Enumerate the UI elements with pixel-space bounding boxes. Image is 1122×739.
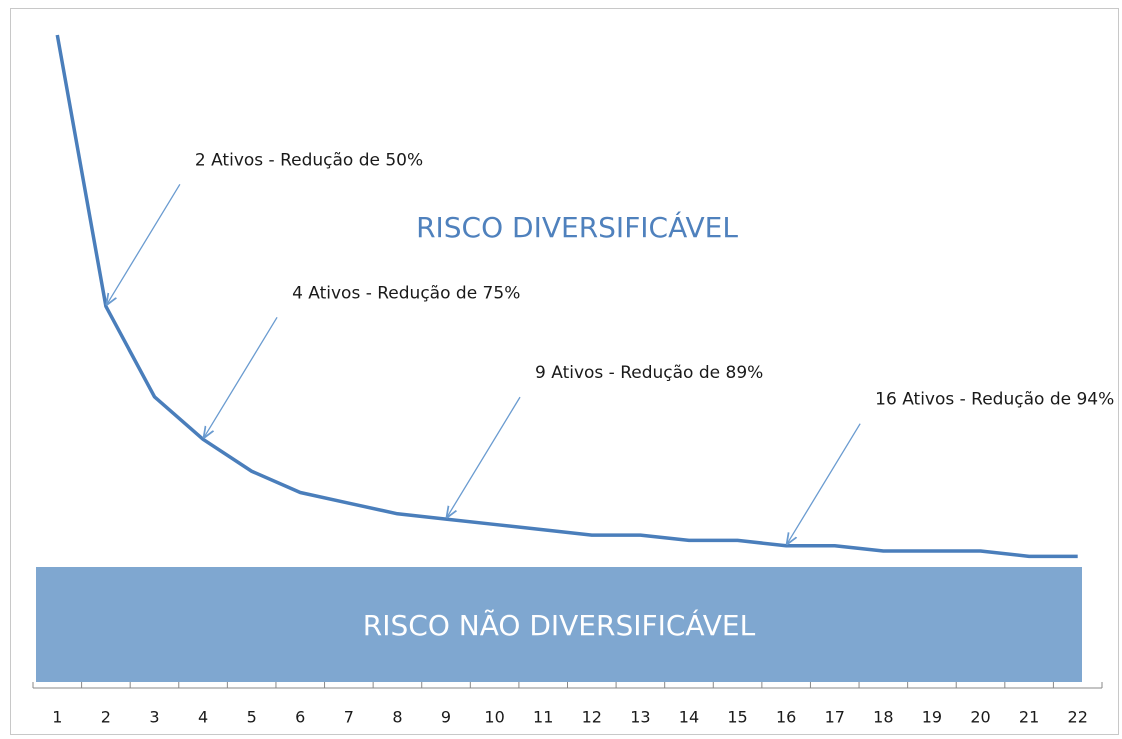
x-tick-label: 16	[776, 708, 796, 727]
annotation: 2 Ativos - Redução de 50%	[195, 150, 423, 170]
x-tick-label: 17	[825, 708, 845, 727]
x-tick-label: 13	[630, 708, 650, 727]
x-tick-label: 2	[101, 708, 111, 727]
annotation: 16 Ativos - Redução de 94%	[875, 390, 1114, 410]
annotation-arrow	[204, 316, 278, 437]
x-tick-label: 22	[1068, 708, 1088, 727]
x-tick-label: 9	[441, 708, 451, 727]
x-tick-label: 14	[679, 708, 699, 727]
chart-frame	[10, 8, 1119, 735]
non-diversifiable-region	[36, 567, 1082, 682]
x-tick-label: 20	[970, 708, 990, 727]
x-tick-label: 19	[922, 708, 942, 727]
x-tick-label: 5	[247, 708, 257, 727]
x-tick-label: 21	[1019, 708, 1039, 727]
annotation-arrow	[787, 423, 861, 544]
x-tick-label: 18	[873, 708, 893, 727]
x-tick-label: 3	[149, 708, 159, 727]
x-tick-label: 15	[727, 708, 747, 727]
region-label: RISCO DIVERSIFICÁVEL	[416, 210, 738, 244]
x-tick-label: 7	[344, 708, 354, 727]
risk-line	[55, 34, 1078, 559]
annotation-arrow	[107, 183, 181, 304]
x-tick-label: 10	[484, 708, 504, 727]
x-tick-label: 6	[295, 708, 305, 727]
annotation: 4 Ativos - Redução de 75%	[292, 283, 520, 303]
x-tick-label: 1	[52, 708, 62, 727]
x-tick-label: 8	[392, 708, 402, 727]
x-tick-label: 4	[198, 708, 208, 727]
annotation-arrow	[447, 396, 521, 517]
annotation: 9 Ativos - Redução de 89%	[535, 363, 763, 383]
x-tick-label: 12	[582, 708, 602, 727]
region-label: RISCO NÃO DIVERSIFICÁVEL	[363, 608, 756, 642]
x-tick-label: 11	[533, 708, 553, 727]
